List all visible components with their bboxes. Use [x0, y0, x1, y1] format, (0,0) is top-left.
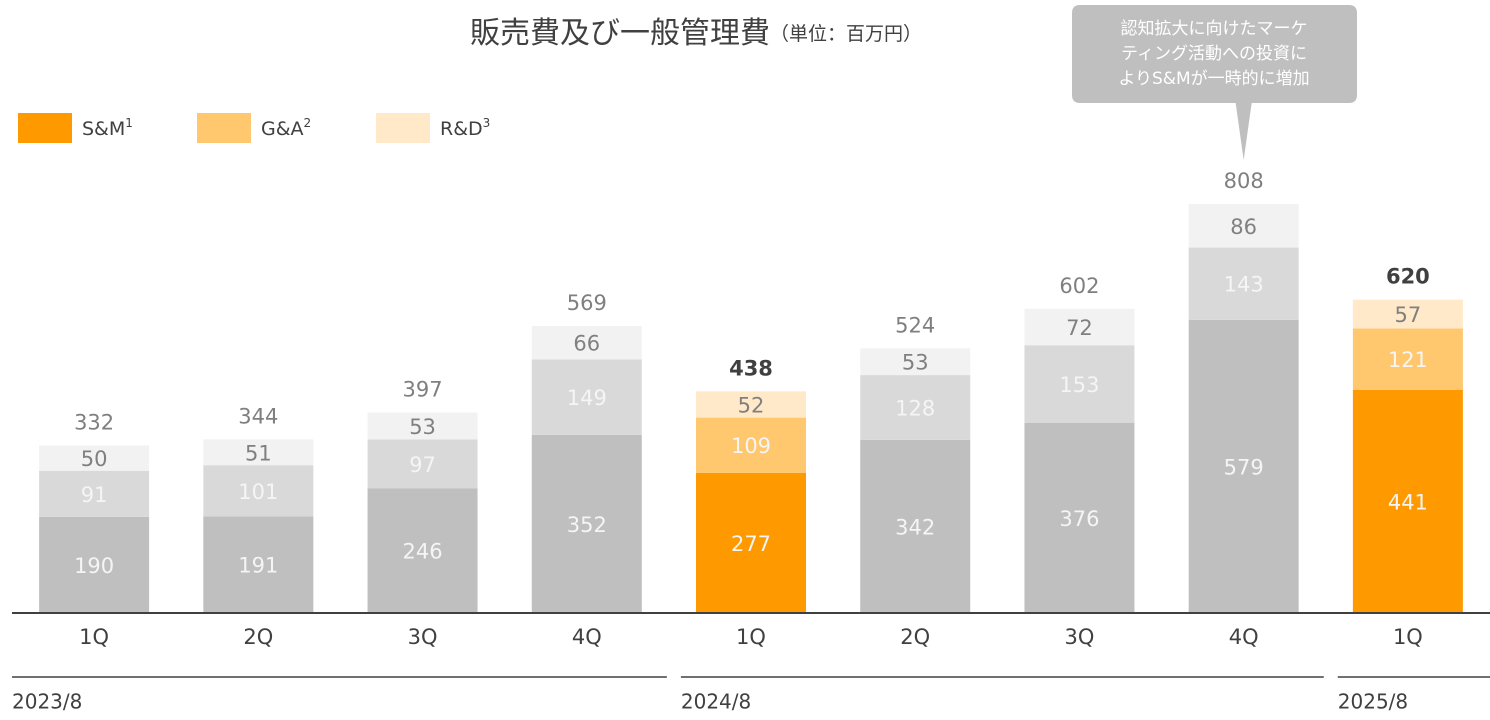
x-tick-label: 3Q: [408, 625, 438, 649]
x-tick-label: 4Q: [572, 625, 602, 649]
segment-label: 143: [1224, 273, 1264, 297]
bar-segment: [39, 516, 150, 613]
legend-note: 1: [125, 116, 133, 130]
bar-segment: [696, 391, 806, 418]
x-tick-label: 1Q: [1393, 625, 1423, 649]
x-tick-label: 2Q: [243, 625, 273, 649]
total-label: 438: [729, 356, 773, 380]
bar-segment: [531, 359, 642, 435]
total-label: 569: [567, 291, 607, 315]
subtitle: （単位：百万円）: [770, 23, 922, 45]
chart-title: 販売費及び一般管理費（単位：百万円）: [470, 16, 922, 51]
x-tick-label: 1Q: [79, 625, 109, 649]
segment-label: 191: [238, 554, 278, 578]
x-tick-label: 3Q: [1064, 625, 1094, 649]
segment-label: 579: [1224, 455, 1264, 479]
legend-name: S&M: [82, 118, 125, 140]
total-label: 602: [1059, 274, 1099, 298]
title-main: 販売費及び一般管理費: [470, 16, 770, 51]
segment-label: 109: [731, 434, 771, 458]
segment-label: 72: [1066, 316, 1093, 340]
legend-name: R&D: [440, 118, 483, 140]
total-label: 620: [1386, 265, 1430, 289]
legend-label: R&D3: [440, 116, 490, 140]
total-label: 808: [1224, 169, 1264, 193]
bar-segment: [696, 417, 806, 473]
bar-segment: [860, 439, 971, 613]
segment-label: 277: [731, 532, 771, 556]
bar-segment: [367, 412, 478, 440]
segment-label: 153: [1059, 373, 1099, 397]
total-label: 397: [403, 378, 443, 402]
segment-label: 342: [895, 515, 935, 539]
group-label: 2025/8: [1338, 690, 1408, 714]
bar-segment: [367, 439, 478, 489]
segment-label: 52: [738, 393, 765, 417]
bar-segment: [39, 470, 150, 517]
legend-note: 3: [483, 116, 491, 130]
segment-label: 376: [1059, 507, 1099, 531]
group-label: 2024/8: [681, 690, 751, 714]
segment-label: 441: [1388, 490, 1428, 514]
bar-segment: [1352, 299, 1463, 329]
x-tick-label: 2Q: [900, 625, 930, 649]
annotation-text: ティング活動への投資に: [1121, 44, 1307, 64]
segment-label: 128: [895, 396, 935, 420]
legend-swatch: [376, 113, 430, 143]
bar-segment: [203, 465, 314, 517]
bar-segment: [1024, 422, 1135, 613]
segment-label: 57: [1395, 303, 1422, 327]
legend-note: 2: [304, 116, 312, 130]
bar-segment: [203, 439, 314, 466]
segment-label: 91: [81, 483, 108, 507]
bar-segment: [1352, 328, 1463, 390]
bar-segment: [367, 488, 478, 613]
segment-label: 121: [1388, 348, 1428, 372]
legend-name: G&A: [261, 118, 304, 140]
total-label: 524: [895, 313, 935, 337]
legend-swatch: [197, 113, 251, 143]
segment-label: 101: [238, 480, 278, 504]
total-label: 344: [238, 404, 278, 428]
bar-segment: [1024, 308, 1135, 346]
total-label: 332: [74, 410, 114, 434]
bar-segment: [1188, 247, 1299, 320]
segment-label: 50: [81, 447, 108, 471]
segment-label: 51: [245, 441, 272, 465]
segment-label: 97: [409, 453, 436, 477]
x-tick-label: 1Q: [736, 625, 766, 649]
group-label: 2023/8: [12, 690, 82, 714]
x-tick-label: 4Q: [1229, 625, 1259, 649]
segment-label: 53: [409, 415, 436, 439]
bar-segment: [203, 516, 314, 613]
segment-label: 246: [403, 540, 443, 564]
bar-segment: [860, 375, 971, 440]
bar-segment: [1024, 345, 1135, 423]
legend-label: G&A2: [261, 116, 311, 140]
bar-segment: [860, 348, 971, 376]
bar-segment: [696, 472, 806, 613]
legend-swatch: [18, 113, 72, 143]
segment-label: 149: [567, 386, 607, 410]
segment-label: 66: [573, 332, 600, 356]
callout: [1072, 5, 1357, 160]
segment-label: 53: [902, 351, 929, 375]
annotation-text: よりS&Mが一時的に増加: [1118, 69, 1309, 89]
bar-segment: [531, 325, 642, 360]
annotation-text: 認知拡大に向けたマーケ: [1121, 19, 1308, 39]
segment-label: 86: [1230, 215, 1257, 239]
segment-label: 190: [74, 554, 114, 578]
legend-label: S&M1: [82, 116, 133, 140]
bar-segment: [1188, 204, 1299, 248]
bar-segment: [531, 434, 642, 613]
bar-segment: [1352, 389, 1463, 613]
segment-label: 352: [567, 513, 607, 537]
bar-segment: [1188, 319, 1299, 613]
bar-segment: [39, 445, 150, 471]
